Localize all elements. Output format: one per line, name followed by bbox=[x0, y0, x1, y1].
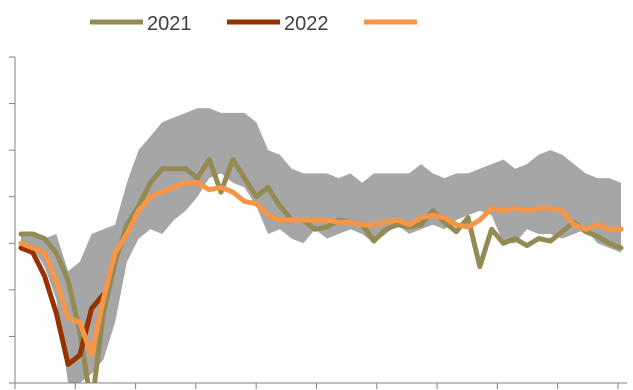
series-3-line bbox=[18, 180, 624, 358]
axes bbox=[9, 56, 627, 389]
plot-area bbox=[18, 108, 624, 383]
legend-label-2022: 2022 bbox=[284, 13, 329, 35]
series-2022-line bbox=[18, 245, 106, 367]
legend-label-2021: 2021 bbox=[147, 13, 192, 35]
range-band bbox=[21, 108, 621, 383]
legend: 2021 2022 bbox=[90, 13, 417, 35]
